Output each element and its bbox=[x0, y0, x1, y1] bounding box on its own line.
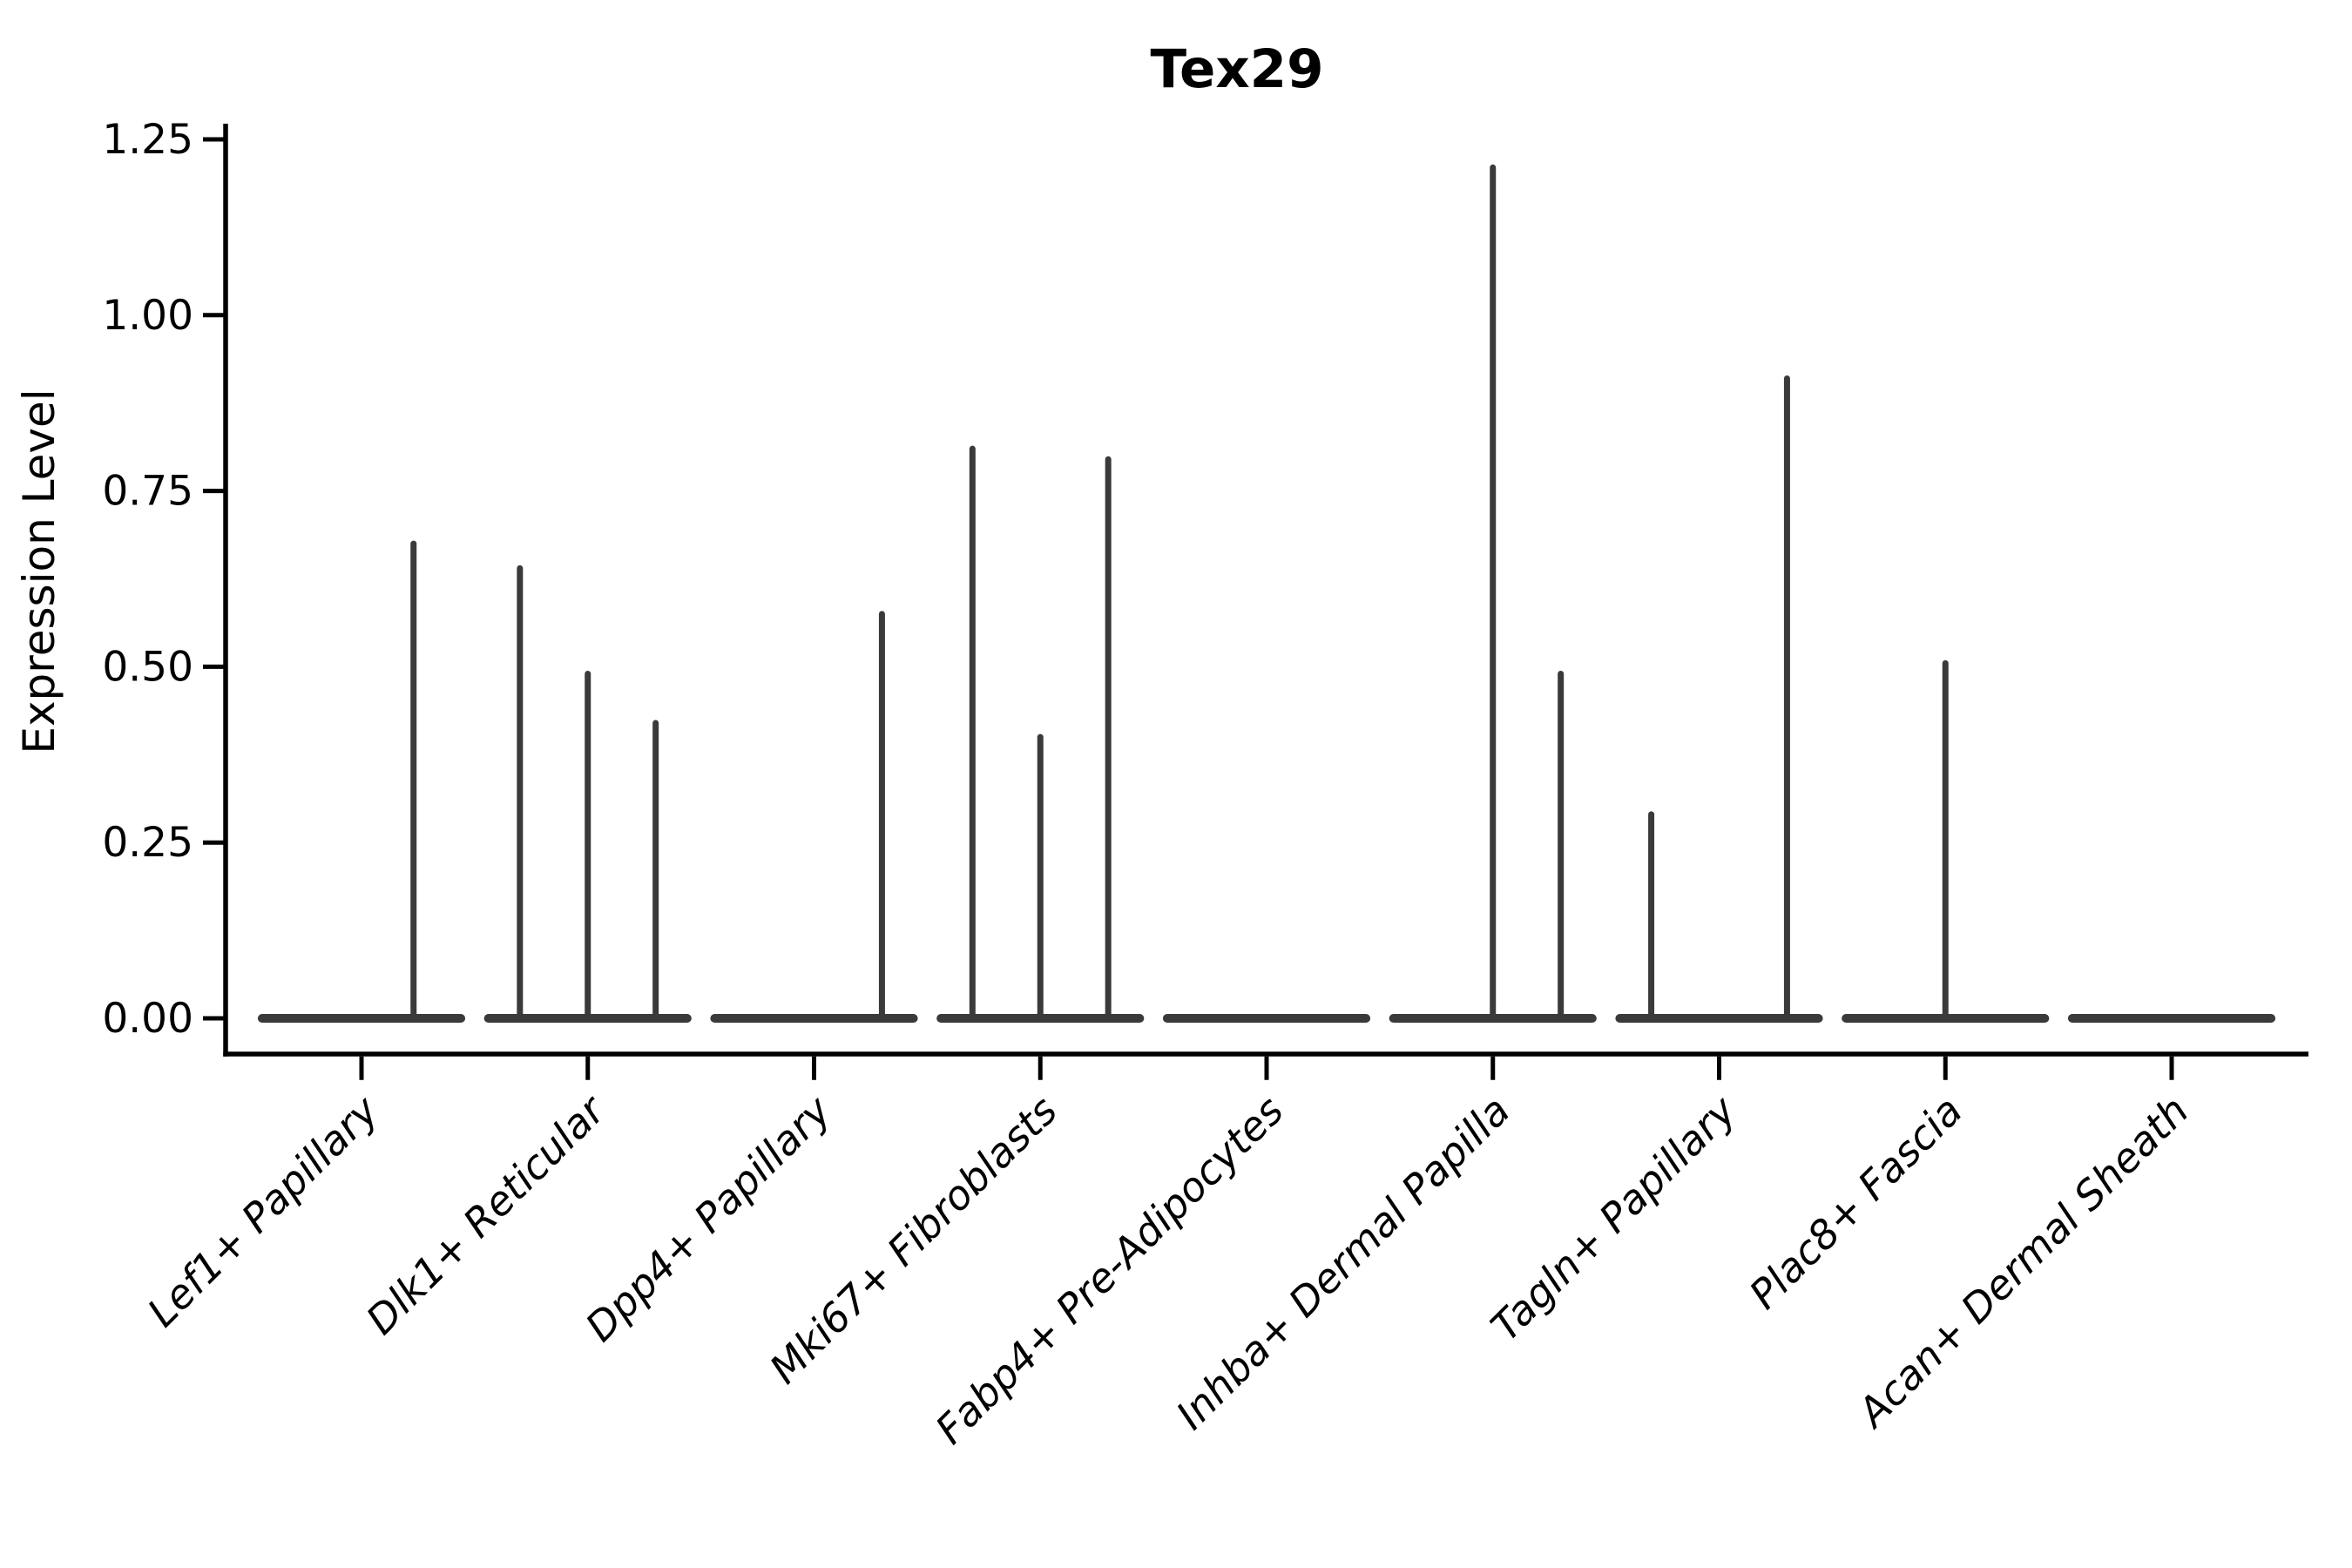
x-tick-label: Tagln+ Papillary bbox=[1482, 1086, 1746, 1350]
chart-title: Tex29 bbox=[1150, 38, 1323, 100]
violin-6 bbox=[1389, 164, 1597, 1023]
violin-4 bbox=[936, 445, 1145, 1023]
violin-2 bbox=[483, 564, 692, 1023]
violin-1 bbox=[257, 540, 466, 1023]
x-tick-label: Plac8+ Fascia bbox=[1740, 1087, 1971, 1318]
x-tick-label: Dpp4+ Papillary bbox=[577, 1086, 841, 1350]
y-tick-label: 0.50 bbox=[102, 643, 193, 691]
violin-3 bbox=[710, 611, 918, 1023]
violins-layer bbox=[257, 164, 2276, 1023]
violin-7 bbox=[1615, 375, 1823, 1023]
x-tick-label: Lef1+ Papillary bbox=[139, 1086, 388, 1335]
y-tick-label: 1.00 bbox=[102, 292, 193, 340]
violin-5 bbox=[1162, 1014, 1371, 1023]
violin-9 bbox=[2067, 1014, 2276, 1023]
x-tick-label: Dlk1+ Reticular bbox=[357, 1085, 616, 1343]
violin-body bbox=[2067, 1014, 2276, 1023]
violin-body bbox=[257, 1014, 466, 1023]
violin-body bbox=[1162, 1014, 1371, 1023]
violin-body bbox=[710, 1014, 918, 1023]
y-tick-label: 0.25 bbox=[102, 819, 193, 867]
y-tick-label: 0.00 bbox=[102, 995, 193, 1043]
violin-body bbox=[1615, 1014, 1823, 1023]
y-tick-label: 1.25 bbox=[102, 116, 193, 164]
y-axis-label: Expression Level bbox=[14, 389, 64, 754]
y-tick-label: 0.75 bbox=[102, 468, 193, 516]
violin-8 bbox=[1842, 659, 2050, 1023]
